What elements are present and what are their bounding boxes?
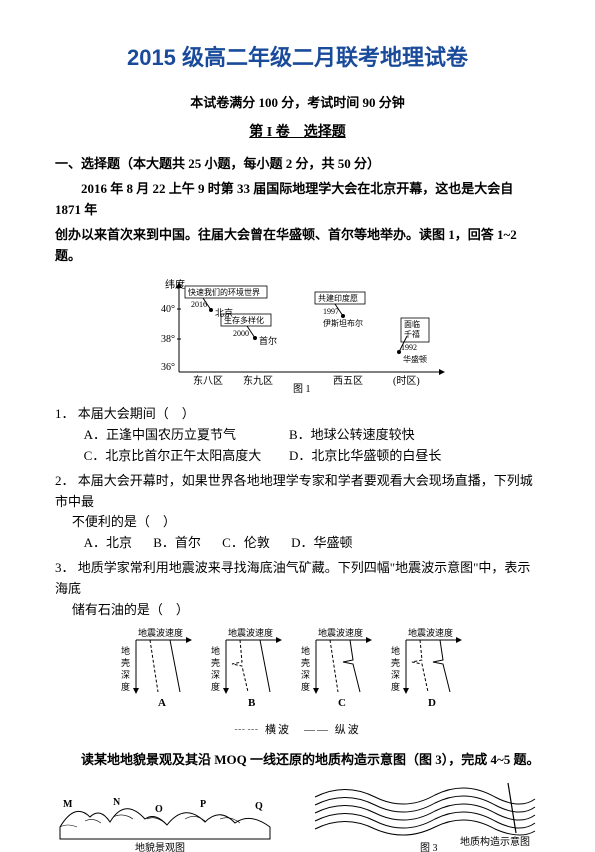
figure-1-wrap: 纬度 40° 38° 36° 东八区 东九区 西五区 (时区) 图 1 快速我们… (55, 274, 540, 394)
svg-text:深: 深 (211, 670, 220, 680)
y-tick-0: 40° (161, 304, 175, 315)
letter-p: P (200, 799, 206, 810)
top-a: 地震波速度 (138, 627, 183, 638)
svg-text:地: 地 (391, 645, 400, 656)
label-c: C (338, 697, 346, 709)
svg-text:度: 度 (391, 681, 400, 692)
y-tick-1: 38° (161, 334, 175, 345)
svg-text:地: 地 (211, 645, 220, 656)
left-a: 地 (121, 645, 130, 656)
q2-stem: 本届大会开幕时，如果世界各地地理学专家和学者要观看大会现场直播，下列城市中最 (55, 473, 533, 509)
geosection-figure: 地质构造示意图 图 3 (310, 777, 540, 852)
q1-opt-a: A．正逢中国农历立夏节气 (84, 425, 289, 446)
q2-stem2: 不便利的是（ ） (72, 512, 540, 533)
context-line-2: 创办以来首次来到中国。往届大会曾在华盛顿、首尔等地举办。读图 1，回答 1~2 … (55, 225, 540, 267)
figure-1: 纬度 40° 38° 36° 东八区 东九区 西五区 (时区) 图 1 快速我们… (143, 274, 453, 394)
svg-text:地: 地 (301, 645, 310, 656)
q3-num: 3． (55, 560, 75, 575)
x-tick-0: 东八区 (193, 374, 223, 387)
q2-opt-b: B．首尔 (153, 533, 201, 554)
top-c: 地震波速度 (318, 627, 363, 638)
q1-opt-b: B．地球公转速度较快 (289, 425, 494, 446)
svg-text:深: 深 (301, 670, 310, 680)
wave-legend: ┄┄ 横波 —— 纵波 (55, 722, 540, 740)
box-washington: 面临 (404, 319, 420, 329)
q2-num: 2． (55, 473, 75, 488)
year-beijing: 2016 (191, 300, 207, 309)
wave-panel-b: 地震波速度 地 壳 深 度 B (211, 627, 282, 709)
landscape-label: 地貌景观图 (135, 841, 185, 852)
chart-point-washington: 面临 千禧 1992 华盛顿 (397, 318, 429, 364)
wave-figure-wrap: 地震波速度 地 壳 深 度 A 地震波速度 地 壳 深 度 B (55, 626, 540, 716)
svg-text:度: 度 (301, 681, 310, 692)
figure-3-wrap: M N O P Q 地貌景观图 地质构造示意图 图 3 (55, 777, 540, 852)
top-d: 地震波速度 (408, 627, 453, 638)
context-line-1: 2016 年 8 月 22 上午 9 时第 33 届国际地理学大会在北京开幕，这… (55, 179, 540, 221)
city-washington: 华盛顿 (403, 354, 427, 364)
q1-stem: 本届大会期间（ ） (78, 406, 195, 421)
svg-text:壳: 壳 (211, 657, 220, 668)
chart-point-beijing: 快速我们的环境世界 2016 北京 (185, 286, 267, 318)
q2-opt-a: A．北京 (84, 533, 132, 554)
letter-m: M (63, 799, 73, 810)
fig3-label: 图 3 (420, 842, 438, 852)
wave-figure: 地震波速度 地 壳 深 度 A 地震波速度 地 壳 深 度 B (118, 626, 478, 716)
city-istanbul: 伊斯坦布尔 (323, 318, 363, 328)
q3-stem: 地质学家常利用地震波来寻找海底油气矿藏。下列四幅"地震波示意图"中，表示海底 (55, 560, 530, 596)
svg-text:壳: 壳 (301, 657, 310, 668)
section-header: 第 I 卷 选择题 (55, 122, 540, 144)
label-b: B (248, 697, 256, 709)
letter-q: Q (255, 801, 263, 812)
geosection-label: 地质构造示意图 (460, 835, 530, 848)
question-3: 3． 地质学家常利用地震波来寻找海底油气矿藏。下列四幅"地震波示意图"中，表示海… (55, 558, 540, 620)
q3-stem2: 储有石油的是（ ） (72, 600, 540, 621)
wave-panel-d: 地震波速度 地 壳 深 度 D (391, 627, 462, 709)
letter-o: O (155, 804, 163, 815)
q1-opt-d: D．北京比华盛顿的白昼长 (289, 446, 494, 467)
chart-point-seoul: 生存多样化 2000 首尔 (221, 314, 277, 346)
top-b: 地震波速度 (228, 627, 273, 638)
y-label: 纬度 (165, 278, 185, 291)
year-istanbul: 1997 (323, 307, 339, 316)
q2-opt-c: C．伦敦 (222, 533, 270, 554)
box-seoul: 生存多样化 (224, 315, 264, 325)
q1-num: 1． (55, 406, 75, 421)
x-tick-3: (时区) (393, 375, 420, 387)
svg-text:度: 度 (211, 681, 220, 692)
exam-title: 2015 级高二年级二月联考地理试卷 (55, 40, 540, 75)
q1-opt-c: C．北京比首尔正午太阳高度大 (84, 446, 289, 467)
instruction-line: 一、选择题（本大题共 25 小题，每小题 2 分，共 50 分） (55, 154, 540, 175)
question-2: 2． 本届大会开幕时，如果世界各地地理学专家和学者要观看大会现场直播，下列城市中… (55, 471, 540, 554)
box-washington-2: 千禧 (404, 329, 420, 339)
y-tick-2: 36° (161, 362, 175, 373)
fig1-label: 图 1 (293, 383, 311, 394)
year-washington: 1992 (401, 343, 417, 352)
svg-text:度: 度 (121, 681, 130, 692)
svg-text:壳: 壳 (121, 657, 130, 668)
year-seoul: 2000 (233, 329, 249, 338)
box-beijing: 快速我们的环境世界 (188, 287, 260, 297)
exam-subtitle: 本试卷满分 100 分，考试时间 90 分钟 (55, 93, 540, 114)
label-a: A (158, 697, 166, 709)
x-tick-2: 西五区 (333, 375, 363, 387)
question-1: 1． 本届大会期间（ ） A．正逢中国农历立夏节气 B．地球公转速度较快 C．北… (55, 404, 540, 466)
landscape-figure: M N O P Q 地貌景观图 (55, 777, 275, 852)
svg-text:壳: 壳 (391, 657, 400, 668)
svg-text:深: 深 (121, 670, 130, 680)
svg-text:深: 深 (391, 670, 400, 680)
x-tick-1: 东九区 (243, 374, 273, 387)
box-istanbul: 共建印度愿 (318, 293, 358, 303)
letter-n: N (113, 797, 121, 808)
chart-point-istanbul: 共建印度愿 1997 伊斯坦布尔 (315, 292, 365, 328)
city-seoul: 首尔 (259, 335, 277, 346)
label-d: D (428, 697, 436, 709)
wave-panel-a: 地震波速度 地 壳 深 度 A (121, 627, 192, 709)
q2-opt-d: D．华盛顿 (291, 533, 352, 554)
wave-panel-c: 地震波速度 地 壳 深 度 C (301, 627, 372, 709)
context2: 读某地地貌景观及其沿 MOQ 一线还原的地质构造示意图（图 3），完成 4~5 … (55, 750, 540, 771)
